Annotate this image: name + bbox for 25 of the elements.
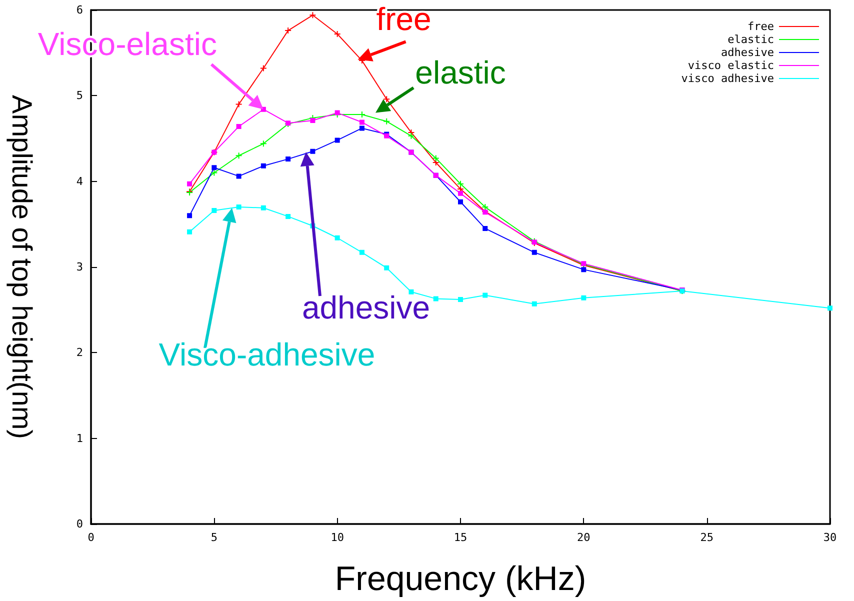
legend-label: visco adhesive [681, 72, 774, 85]
y-tick-label: 5 [76, 89, 83, 102]
y-tick-label: 2 [76, 346, 83, 360]
legend-label: free [748, 20, 774, 33]
y-tick-label: 1 [76, 432, 83, 445]
annotation: free [376, 1, 432, 38]
x-tick-label: 30 [823, 531, 837, 544]
y-tick-label: 4 [76, 174, 84, 188]
legend-label: elastic [728, 33, 774, 46]
legend-label: adhesive [721, 46, 774, 59]
y-tick-label: 3 [76, 260, 83, 274]
legend-label: visco elastic [688, 59, 774, 72]
x-tick-label: 25 [700, 531, 714, 544]
annotation: elastic [415, 54, 506, 90]
x-tick-label: 15 [454, 531, 468, 544]
annotation: Visco-adhesive [158, 336, 376, 372]
y-tick-label: 0 [76, 518, 83, 530]
y-tick-label: 6 [76, 4, 83, 16]
x-tick-label: 20 [577, 531, 590, 544]
x-axis-title: Frequency (kHz) [334, 560, 586, 598]
x-tick-label: 10 [330, 531, 344, 544]
x-tick-label: 5 [210, 531, 218, 544]
y-axis-title: Amplitude of top height(nm) [6, 95, 38, 439]
x-tick-label: 0 [88, 531, 94, 544]
annotation: adhesive [302, 289, 430, 326]
